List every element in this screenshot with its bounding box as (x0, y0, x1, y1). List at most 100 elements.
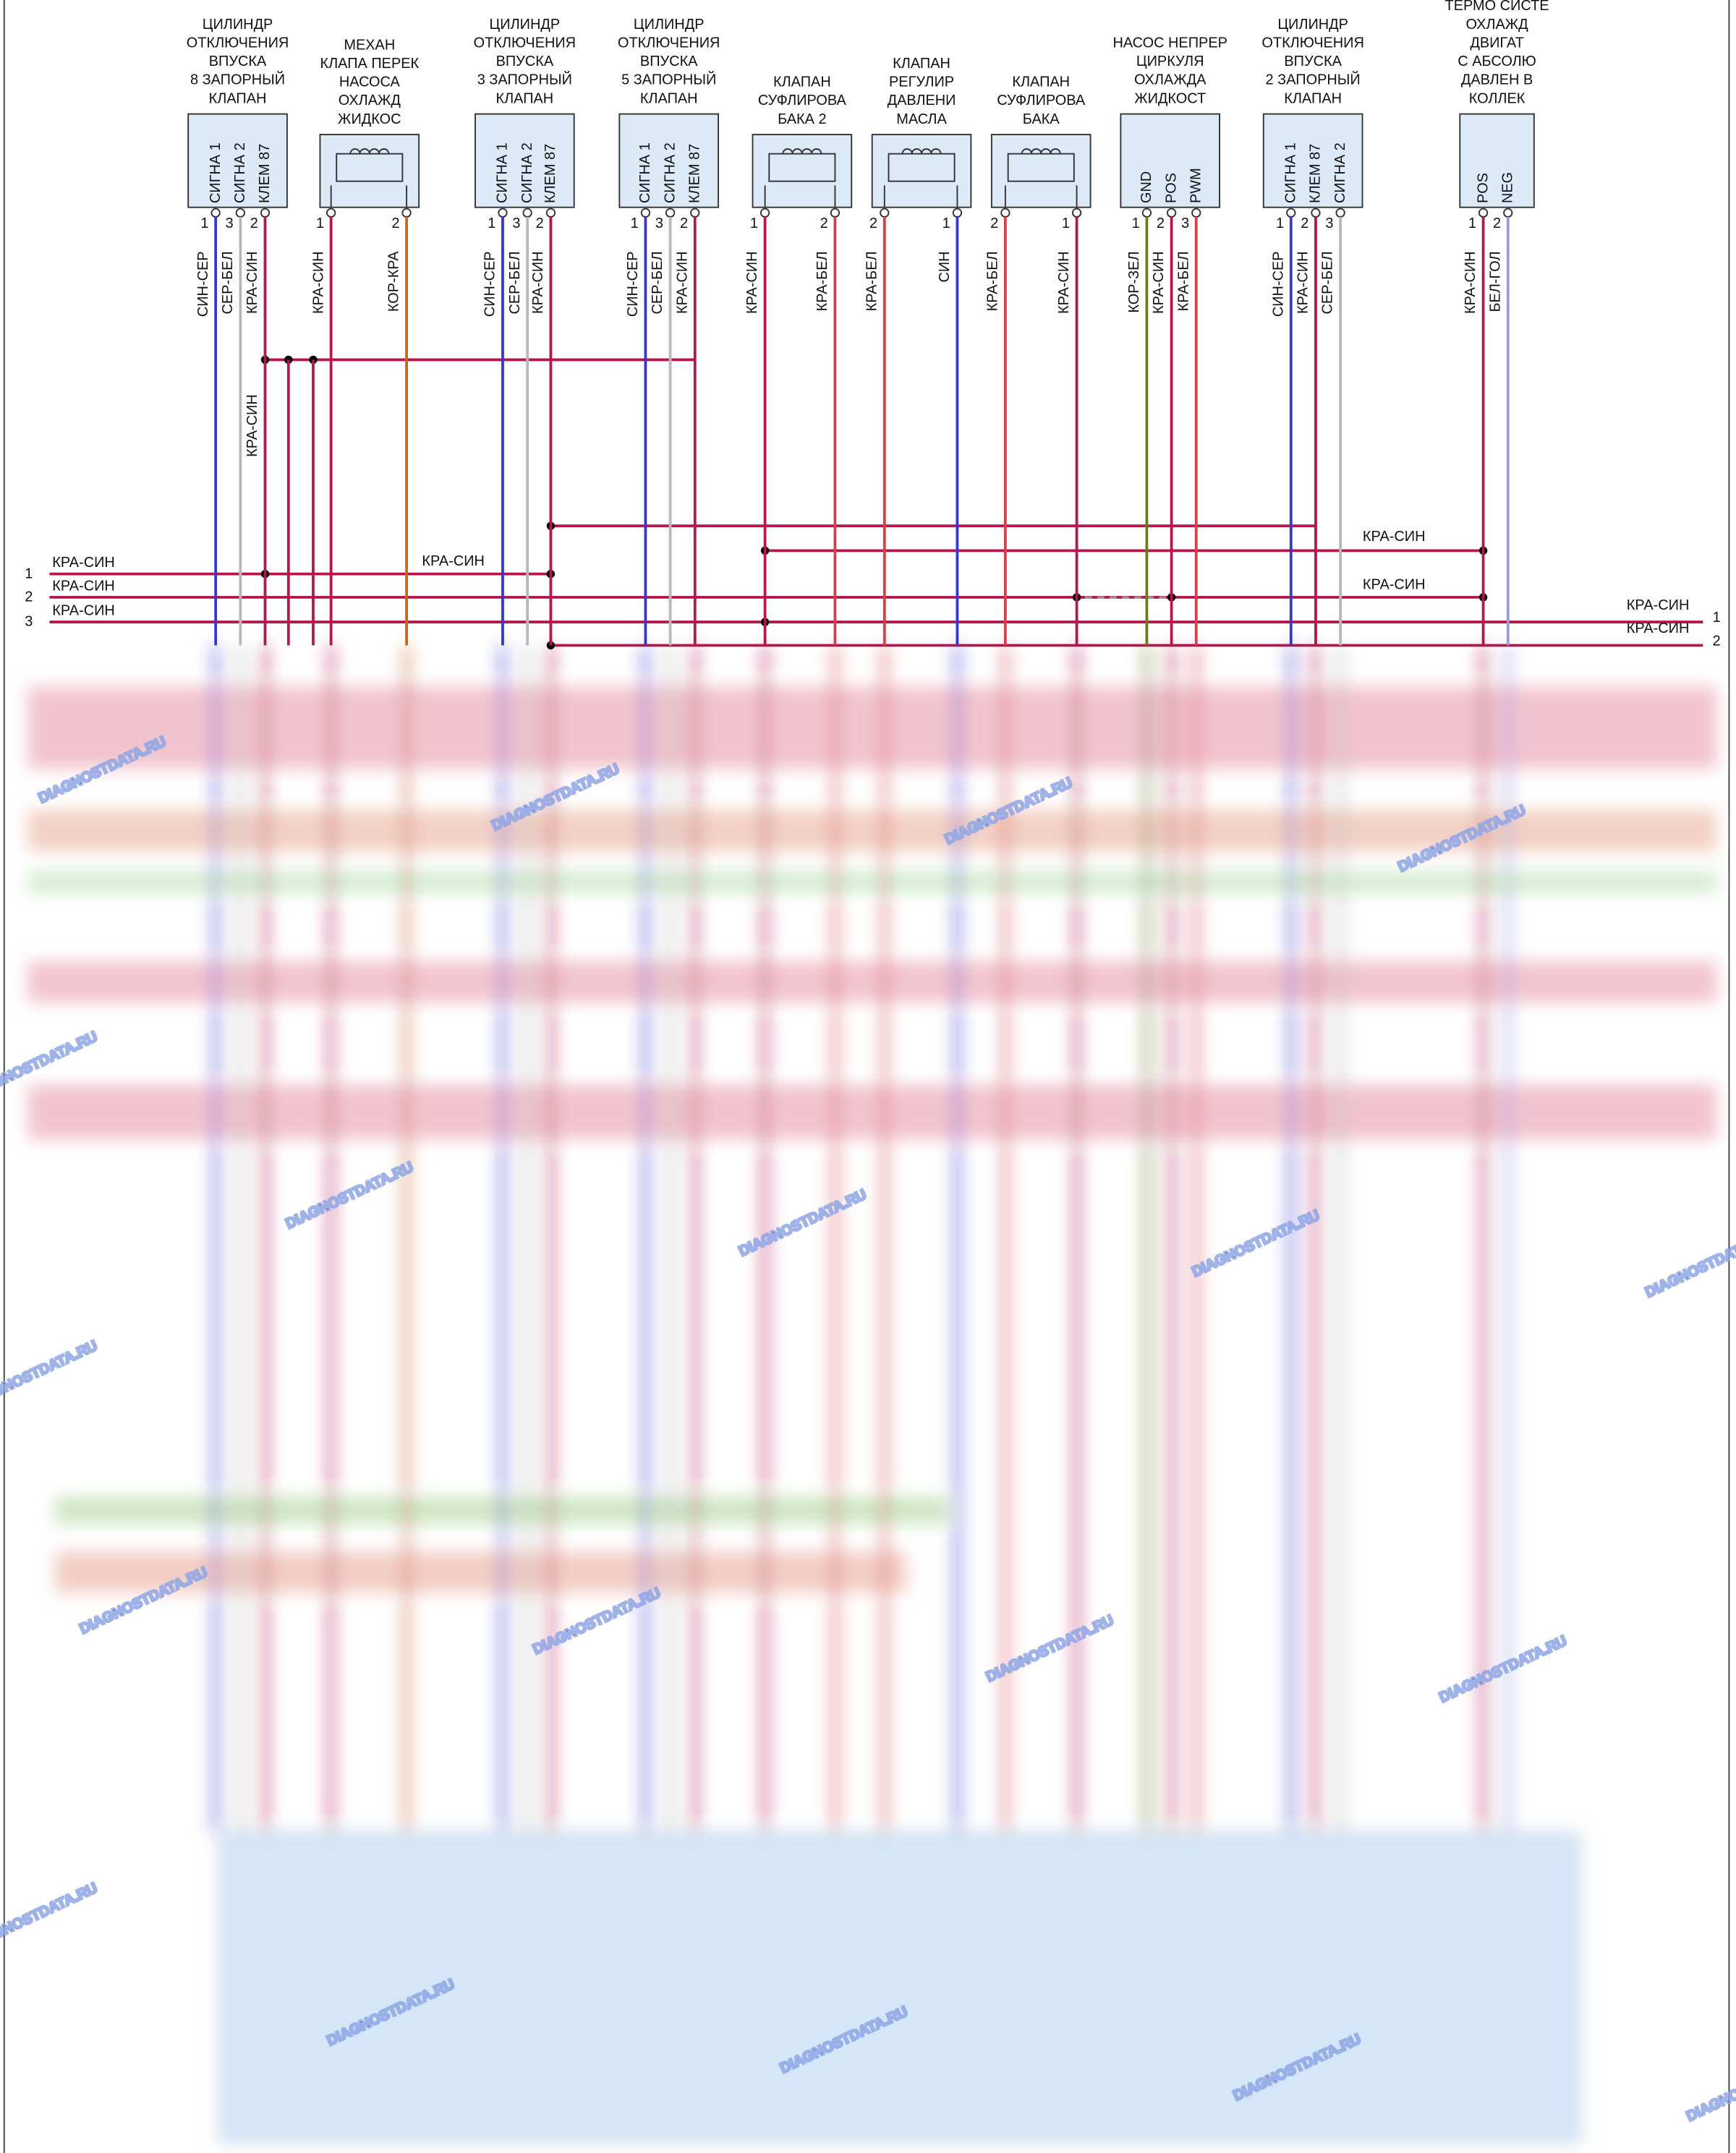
wire-label: КРА-БЕЛ (984, 251, 1000, 311)
component-title: НАСОСА (339, 74, 401, 90)
pin-name: СИГНА 1 (637, 142, 653, 203)
pin-name: СИГНА 2 (662, 142, 678, 203)
component-title: ДАВЛЕНИ (888, 93, 956, 108)
component-title: ДАВЛЕН В (1461, 72, 1533, 88)
component-title: ОТКЛЮЧЕНИЯ (474, 35, 576, 51)
pin-name: СИГНА 1 (1282, 142, 1298, 203)
pin-name: КЛЕМ 87 (1308, 144, 1324, 203)
component-title: ЖИДКОСТ (1134, 90, 1206, 106)
pink-band (27, 961, 1717, 1002)
ecu-box (218, 1832, 1580, 2143)
component-title: БАКА (1023, 111, 1060, 127)
diagram-top: ЦИЛИНДР ОТКЛЮЧЕНИЯ ВПУСКА 8 ЗАПОРНЫЙ КЛАПАН С… (25, 0, 1721, 650)
wire-label: СИН-СЕР (1270, 251, 1286, 317)
pink-band (27, 686, 1717, 769)
component-title: КЛАПАН (209, 90, 267, 106)
coil (901, 148, 942, 154)
component-title: ЖИДКОС (338, 111, 401, 127)
pin-name: POS (1163, 173, 1179, 203)
pin (952, 208, 963, 218)
pin-name: POS (1475, 173, 1491, 203)
pin-number: 1 (1132, 216, 1140, 231)
component-title: МЕХАН (344, 37, 395, 53)
pin-name: КЛЕМ 87 (542, 144, 558, 203)
component-title: ВПУСКА (1284, 54, 1342, 69)
pin (1071, 208, 1082, 218)
component-title: ЦИЛИНДР (634, 17, 705, 33)
pin-number: 1 (943, 216, 950, 231)
green-band (27, 871, 1717, 893)
wire-label: КОР-ЗЕЛ (1126, 251, 1142, 312)
component-title: КЛАПАН (640, 90, 698, 106)
pink-band (27, 1084, 1717, 1140)
pin (690, 208, 700, 218)
pin-name: КЛЕМ 87 (257, 144, 273, 203)
component-title: ЦИЛИНДР (203, 17, 273, 33)
pin (1311, 208, 1321, 218)
coil (782, 148, 822, 154)
pin (830, 208, 841, 218)
bus-label: КРА-СИН (52, 603, 115, 619)
pin-number: 3 (512, 216, 520, 231)
wire-label: КРА-СИН (422, 553, 485, 569)
pink-band (27, 810, 1717, 852)
bus-label: КРА-СИН (1627, 621, 1690, 636)
component-box (319, 134, 420, 208)
pin (401, 208, 412, 218)
pin-number: 2 (1157, 216, 1165, 231)
pin-number: 1 (316, 216, 324, 231)
wire-label: СИН-СЕР (482, 251, 498, 317)
pin (1000, 208, 1010, 218)
wire-label: СЕР-БЕЛ (507, 251, 523, 314)
component-title: КЛАПАН (1284, 90, 1342, 106)
pin-number: 2 (536, 216, 544, 231)
pin-number: 1 (750, 216, 758, 231)
pin (260, 208, 271, 218)
pin (1191, 208, 1201, 218)
pin-number: 2 (250, 216, 258, 231)
component-title: ВПУСКА (496, 54, 554, 69)
component-title: МАСЛА (896, 111, 947, 127)
pin-number: 2 (869, 216, 877, 231)
component-title: ТЕРМО СИСТЕ (1445, 0, 1549, 14)
pin-number: 2 (1301, 216, 1309, 231)
component-title: ОХЛАЖД (339, 93, 401, 108)
bus-number: 1 (1713, 610, 1721, 626)
component-title: КОЛЛЕК (1469, 90, 1526, 106)
component-box (871, 134, 972, 208)
pin-number: 1 (200, 216, 208, 231)
component-title: РЕГУЛИР (889, 74, 954, 90)
component-title: НАСОС НЕПРЕР (1112, 35, 1227, 51)
pin-number: 2 (680, 216, 688, 231)
component-title: КЛАПАН (495, 90, 553, 106)
component-title: С АБСОЛЮ (1458, 54, 1536, 69)
pin-name: СИГНА 2 (519, 142, 535, 203)
pin (1141, 208, 1152, 218)
component-title: ВПУСКА (640, 54, 698, 69)
wire-label: КРА-СИН (530, 251, 546, 314)
pin-name: GND (1139, 171, 1154, 203)
component-title: СУФЛИРОВА (758, 93, 847, 108)
wire-label: СИН (937, 251, 953, 282)
pin-name: СИГНА 2 (232, 142, 248, 203)
bus-label: КРА-СИН (52, 555, 115, 571)
pin (545, 208, 556, 218)
pin-number: 1 (1062, 216, 1070, 231)
pin (522, 208, 532, 218)
component-title: ОХЛАЖД (1465, 17, 1528, 33)
pin (760, 208, 770, 218)
pin-number: 3 (1325, 216, 1333, 231)
component-title: ОТКЛЮЧЕНИЯ (187, 35, 289, 51)
component-box (752, 134, 853, 208)
pin-number: 2 (990, 216, 998, 231)
wire-label: КОР-КРА (386, 251, 402, 312)
component-title: ЦИЛИНДР (490, 17, 561, 33)
pin (640, 208, 651, 218)
component-title: 5 ЗАПОРНЫЙ (621, 71, 716, 88)
pin (1335, 208, 1345, 218)
component-title: 3 ЗАПОРНЫЙ (477, 71, 572, 88)
wire-label: КРА-СИН (244, 251, 260, 314)
component-title: СУФЛИРОВА (997, 93, 1086, 108)
